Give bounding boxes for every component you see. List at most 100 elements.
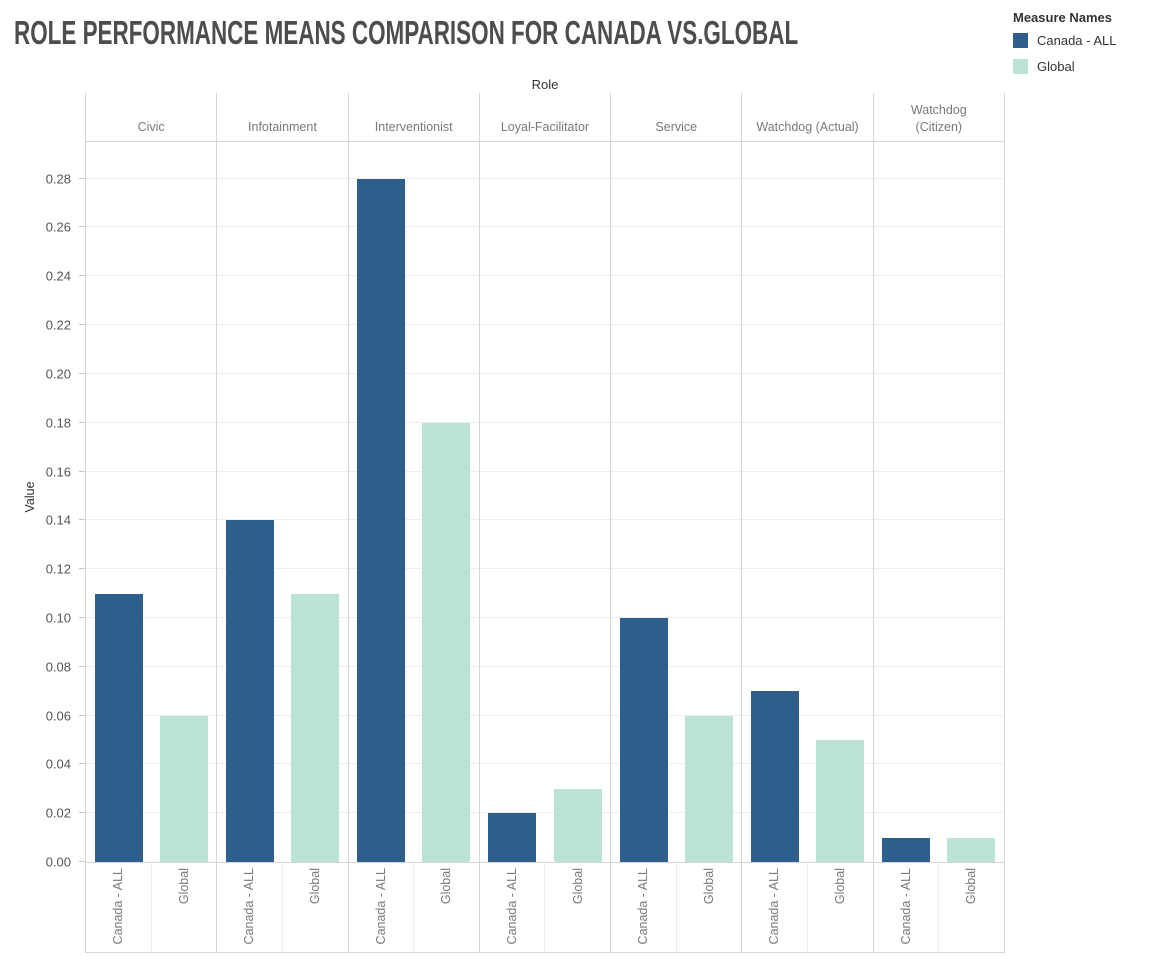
x-axis-label-band: Canada - ALL Global Canada - ALL Global Cana… bbox=[85, 862, 1005, 953]
legend-swatch-global-icon bbox=[1013, 59, 1028, 74]
y-tick-label: 0.24 bbox=[45, 268, 71, 284]
x-label-panel: Canada - ALL Global bbox=[742, 863, 874, 952]
role-header-watchdog-citizen-: Watchdog (Citizen) bbox=[874, 93, 1005, 141]
measure-cell bbox=[282, 142, 347, 862]
y-tick-label: 0.00 bbox=[45, 854, 71, 870]
legend-swatch-canada-all-icon bbox=[1013, 33, 1028, 48]
y-tick-mark bbox=[79, 665, 85, 667]
x-axis-label: Canada - ALL bbox=[898, 868, 913, 945]
measure-cell bbox=[808, 142, 873, 862]
x-label-panel: Canada - ALL Global bbox=[611, 863, 743, 952]
bar-canada-all[interactable] bbox=[225, 520, 274, 862]
y-tick-mark bbox=[79, 372, 85, 374]
legend-label-canada-all: Canada - ALL bbox=[1037, 33, 1117, 48]
y-tick-mark bbox=[79, 226, 85, 228]
y-tick-mark bbox=[79, 568, 85, 570]
column-header-band: Civic Infotainment Interventionist Loyal-Fa… bbox=[85, 93, 1005, 142]
gridline bbox=[85, 324, 1005, 326]
bar-global[interactable] bbox=[947, 837, 996, 862]
bar-canada-all[interactable] bbox=[750, 691, 799, 862]
bar-canada-all[interactable] bbox=[94, 593, 143, 862]
x-axis-label: Global bbox=[439, 868, 454, 905]
x-label-cell: Canada - ALL bbox=[480, 863, 545, 952]
x-axis-label: Global bbox=[833, 868, 848, 905]
y-tick-label: 0.16 bbox=[45, 464, 71, 479]
x-axis-label: Canada - ALL bbox=[242, 868, 257, 945]
y-axis-title: Value bbox=[23, 481, 37, 513]
x-label-panel: Canada - ALL Global bbox=[480, 863, 612, 952]
measure-cell bbox=[349, 142, 414, 862]
role-panel-infotainment bbox=[217, 142, 349, 862]
x-axis-label: Global bbox=[570, 868, 585, 905]
gridline bbox=[85, 372, 1005, 374]
measure-cell bbox=[86, 142, 151, 862]
x-axis-label: Global bbox=[307, 868, 322, 905]
y-tick-mark bbox=[79, 324, 85, 326]
bar-canada-all[interactable] bbox=[357, 178, 406, 862]
y-tick-mark bbox=[79, 763, 85, 765]
x-axis-label: Global bbox=[701, 868, 716, 905]
x-label-cell: Global bbox=[281, 863, 348, 952]
y-tick-mark bbox=[79, 421, 85, 423]
gridline bbox=[85, 275, 1005, 277]
role-header-watchdog-actual-: Watchdog (Actual) bbox=[742, 93, 874, 141]
x-axis-label: Canada - ALL bbox=[767, 868, 782, 945]
y-tick-label: 0.08 bbox=[45, 659, 71, 675]
x-label-cell: Canada - ALL bbox=[86, 863, 151, 952]
x-axis-label: Canada - ALL bbox=[636, 868, 651, 945]
measure-cell bbox=[480, 142, 545, 862]
legend-label-global: Global bbox=[1037, 59, 1075, 74]
x-label-cell: Global bbox=[938, 863, 1004, 952]
role-panel-service bbox=[611, 142, 743, 862]
legend-title: Measure Names bbox=[1013, 10, 1112, 25]
y-tick-label: 0.02 bbox=[45, 805, 71, 821]
measure-cell bbox=[151, 142, 216, 862]
role-header-infotainment: Infotainment bbox=[217, 93, 349, 141]
legend: Measure Names Canada - ALL Global bbox=[1013, 10, 1117, 85]
plot-area bbox=[85, 142, 1005, 862]
x-label-cell: Global bbox=[675, 863, 742, 952]
gridline bbox=[85, 470, 1005, 472]
bar-global[interactable] bbox=[290, 593, 339, 862]
legend-item-canada-all[interactable]: Canada - ALL bbox=[1013, 33, 1117, 48]
chart-title: ROLE PERFORMANCE MEANS COMPARISON FOR CA… bbox=[14, 14, 799, 51]
role-header-service: Service bbox=[611, 93, 743, 141]
y-tick-mark bbox=[79, 714, 85, 716]
role-panel-watchdog-actual- bbox=[742, 142, 874, 862]
y-tick-label: 0.22 bbox=[45, 317, 71, 333]
role-panel-civic bbox=[86, 142, 218, 862]
gridline bbox=[85, 812, 1005, 814]
gridline bbox=[85, 665, 1005, 667]
bar-global[interactable] bbox=[553, 788, 602, 862]
y-axis: 0.00 0.02 0.04 0.06 0.08 0.10 0.12 0.14 0.16 0.18… bbox=[0, 142, 85, 869]
role-header-loyal-facilitator: Loyal-Facilitator bbox=[480, 93, 612, 141]
panels bbox=[85, 142, 1005, 862]
bar-canada-all[interactable] bbox=[882, 837, 931, 862]
y-tick-mark bbox=[79, 275, 85, 277]
measure-cell bbox=[742, 142, 807, 862]
role-panel-watchdog-citizen- bbox=[874, 142, 1005, 862]
gridline bbox=[85, 714, 1005, 716]
bar-global[interactable] bbox=[816, 739, 865, 862]
x-label-panel: Canada - ALL Global bbox=[874, 863, 1005, 952]
x-label-cell: Canada - ALL bbox=[742, 863, 807, 952]
x-label-panel: Canada - ALL Global bbox=[217, 863, 349, 952]
bar-canada-all[interactable] bbox=[488, 813, 537, 862]
measure-cell bbox=[545, 142, 610, 862]
role-header-civic: Civic bbox=[86, 93, 218, 141]
x-label-cell: Canada - ALL bbox=[349, 863, 414, 952]
x-label-cell: Canada - ALL bbox=[874, 863, 939, 952]
bar-global[interactable] bbox=[159, 715, 208, 862]
measure-cell bbox=[217, 142, 282, 862]
y-tick-mark bbox=[79, 470, 85, 472]
y-tick-mark bbox=[79, 177, 85, 179]
legend-item-global[interactable]: Global bbox=[1013, 59, 1117, 74]
bar-global[interactable] bbox=[422, 422, 471, 862]
y-tick-mark bbox=[79, 519, 85, 521]
y-tick-label: 0.26 bbox=[45, 219, 71, 235]
bar-canada-all[interactable] bbox=[619, 617, 668, 862]
gridline bbox=[85, 519, 1005, 521]
y-tick-label: 0.06 bbox=[45, 708, 71, 724]
bar-global[interactable] bbox=[684, 715, 733, 862]
